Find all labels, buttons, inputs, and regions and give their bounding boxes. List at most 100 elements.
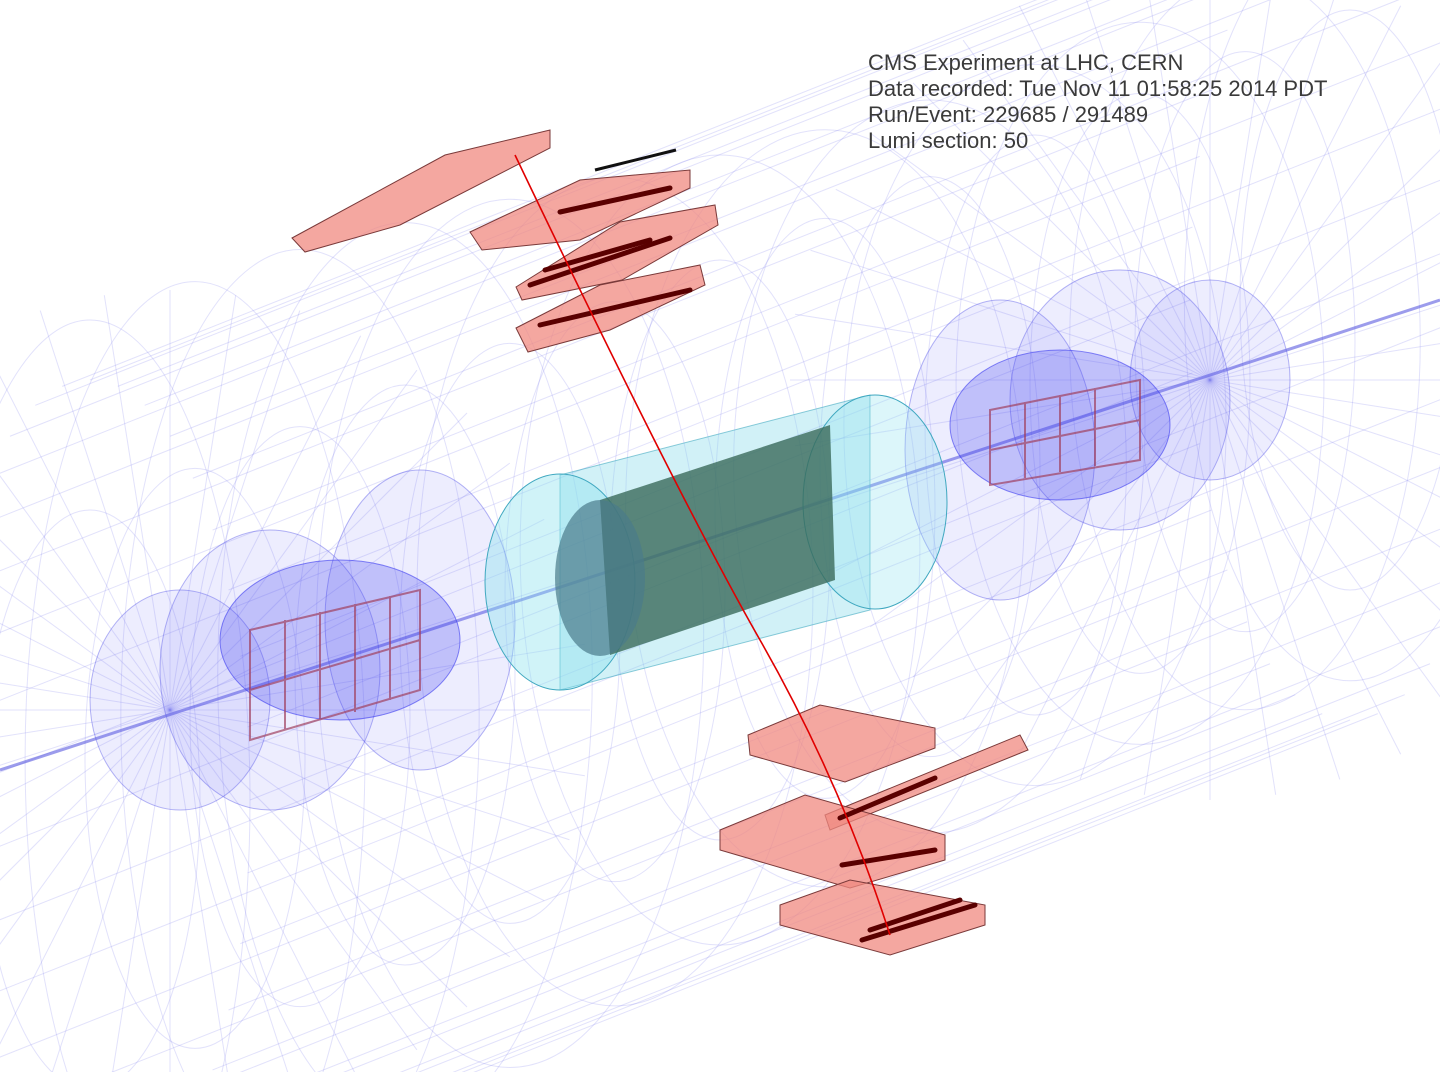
wireframe-line bbox=[0, 372, 1193, 847]
wireframe-line bbox=[1209, 343, 1440, 381]
muon-chamber bbox=[779, 879, 986, 956]
wireframe-line bbox=[0, 622, 171, 711]
wireframe-line bbox=[1134, 51, 1356, 633]
wireframe-line bbox=[0, 709, 171, 766]
wireframe-line bbox=[169, 709, 511, 958]
calorimeter-end bbox=[555, 500, 645, 656]
wireframe-line bbox=[169, 709, 545, 902]
wireframe-line bbox=[912, 379, 1211, 678]
muon-hit bbox=[837, 775, 938, 821]
caption-line: Data recorded: Tue Nov 11 01:58:25 2014 … bbox=[868, 76, 1327, 101]
muon-hit bbox=[557, 185, 673, 215]
muon-hit bbox=[542, 237, 653, 273]
wireframe-line bbox=[228, 108, 1440, 591]
endcap-frame bbox=[989, 378, 1141, 487]
wireframe-line bbox=[405, 713, 1323, 1077]
wireframe-line bbox=[1018, 5, 1211, 381]
wireframe-line bbox=[1209, 5, 1402, 381]
wireframe-line bbox=[169, 709, 468, 1008]
wireframe-line bbox=[1183, 0, 1440, 682]
wireframe-line bbox=[1079, 379, 1211, 780]
wireframe-line bbox=[843, 63, 1227, 787]
wireframe-line bbox=[1209, 379, 1440, 548]
wireframe-line bbox=[212, 42, 1440, 531]
wireframe-line bbox=[795, 313, 1211, 381]
wireframe-line bbox=[955, 21, 1325, 745]
wireframe-line bbox=[0, 709, 171, 738]
right-endcap bbox=[904, 269, 1291, 601]
wireframe-line bbox=[0, 709, 171, 798]
wireframe-line bbox=[1143, 379, 1211, 795]
wireframe-line bbox=[169, 369, 418, 711]
caption-line: CMS Experiment at LHC, CERN bbox=[868, 50, 1183, 75]
wireframe-line bbox=[169, 709, 570, 841]
wireframe-line bbox=[0, 682, 171, 711]
wireframe-line bbox=[169, 709, 290, 1077]
wireframe-line bbox=[0, 509, 1212, 992]
wireframe-line bbox=[98, 621, 1248, 1077]
endcap-disc bbox=[1009, 269, 1231, 531]
wireframe-line bbox=[869, 132, 1211, 381]
wireframe-line bbox=[315, 198, 705, 1068]
wireframe-line bbox=[240, 467, 1440, 945]
wireframe-line bbox=[39, 310, 171, 711]
muon-chamber bbox=[719, 794, 946, 889]
wireframe-line bbox=[169, 0, 1271, 437]
endcap-disc bbox=[159, 529, 381, 811]
wireframe-line bbox=[249, 327, 1440, 801]
wireframe-line bbox=[169, 335, 362, 711]
wireframe-line bbox=[1209, 379, 1341, 780]
caption-line: Lumi section: 50 bbox=[868, 128, 1028, 153]
wireframe-line bbox=[169, 462, 511, 711]
wireframe-line bbox=[1209, 212, 1440, 381]
wireframe-line bbox=[330, 694, 1296, 1077]
wireframe-line bbox=[169, 518, 545, 711]
left-endcap bbox=[89, 469, 516, 811]
wireframe-line bbox=[84, 467, 306, 1049]
wireframe-line bbox=[144, 0, 1168, 406]
wireframe-line bbox=[169, 709, 229, 1077]
wireframe-line bbox=[0, 709, 171, 835]
wireframe-line bbox=[962, 39, 1211, 381]
wireframe-line bbox=[50, 709, 171, 1077]
wireframe-line bbox=[1209, 0, 1271, 381]
muon-chamber bbox=[747, 704, 936, 783]
wireframe-line bbox=[1209, 0, 1334, 381]
wireframe-line bbox=[835, 379, 1211, 572]
wireframe-line bbox=[169, 295, 237, 711]
wireframe-line bbox=[1239, 9, 1440, 591]
wireframe-line bbox=[1209, 379, 1440, 456]
wireframe-line bbox=[103, 295, 171, 711]
event-caption: CMS Experiment at LHC, CERN Data recorde… bbox=[868, 50, 1327, 153]
wireframe-line bbox=[89, 0, 1049, 381]
wireframe-line bbox=[869, 379, 1211, 628]
wireframe-line bbox=[0, 375, 171, 711]
wireframe-line bbox=[35, 0, 1059, 406]
wireframe-line bbox=[1209, 379, 1440, 611]
lower-muon-chambers bbox=[719, 704, 1029, 956]
wireframe-line bbox=[0, 709, 171, 881]
wireframe-line bbox=[519, 154, 921, 946]
wireframe-line bbox=[1018, 379, 1211, 755]
wireframe-line bbox=[0, 226, 1193, 701]
wireframe-line bbox=[0, 539, 171, 711]
wireframe-line bbox=[912, 82, 1211, 381]
wireframe-line bbox=[1149, 0, 1211, 381]
wireframe-line bbox=[0, 509, 201, 1077]
wireframe-line bbox=[0, 475, 171, 711]
muon-hit bbox=[867, 897, 963, 933]
upper-muon-chambers bbox=[291, 129, 719, 353]
wireframe-line bbox=[117, 0, 1093, 387]
wireframe-line bbox=[0, 443, 1200, 921]
wireframe-line bbox=[810, 379, 1211, 511]
wireframe-line bbox=[169, 709, 358, 1077]
wireframe-line bbox=[120, 249, 480, 1077]
wireframe-line bbox=[169, 709, 418, 1051]
wireframe-line bbox=[62, 0, 1038, 387]
muon-track bbox=[514, 154, 891, 936]
wireframe-line bbox=[247, 253, 1440, 728]
wireframe-line bbox=[1209, 262, 1440, 381]
wireframe-line bbox=[111, 709, 171, 1077]
wireframe-line bbox=[227, 663, 1271, 1077]
